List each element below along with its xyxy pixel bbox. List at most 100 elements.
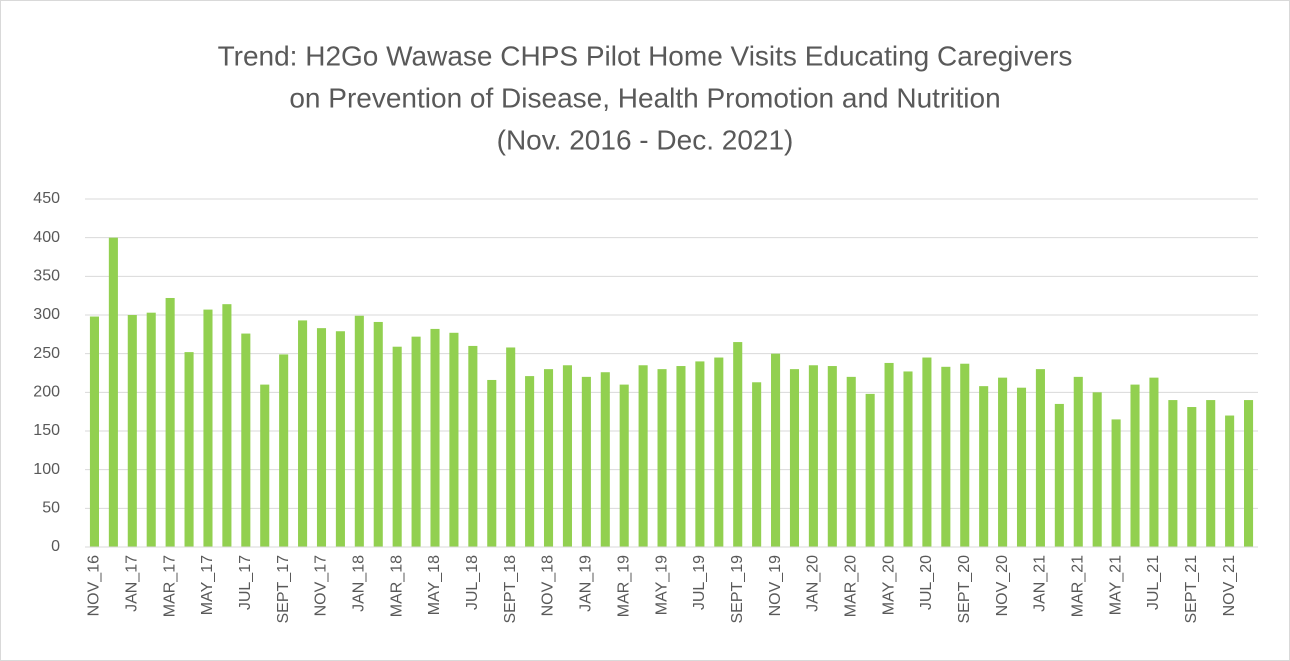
y-tick-label: 100 <box>33 461 60 478</box>
bar <box>771 353 781 547</box>
bar <box>865 393 875 547</box>
bar <box>733 342 743 547</box>
bar <box>1149 377 1159 547</box>
bar <box>430 328 440 547</box>
x-tick-label: MAY_17 <box>199 555 216 615</box>
bar <box>165 297 175 547</box>
bar <box>298 320 308 547</box>
y-tick-label: 50 <box>42 500 60 517</box>
x-tick-label: NOV_18 <box>540 555 557 616</box>
bar <box>354 315 364 547</box>
y-tick-label: 300 <box>33 306 60 323</box>
bar <box>449 332 459 547</box>
x-tick-label: MAY_18 <box>426 555 443 615</box>
bar <box>808 365 818 547</box>
bar <box>1168 400 1178 547</box>
bar <box>676 366 686 547</box>
x-tick-label: MAY_20 <box>880 555 897 615</box>
x-tick-label: MAR_18 <box>388 555 405 617</box>
bar <box>222 304 232 547</box>
x-tick-label: MAR_19 <box>615 555 632 617</box>
x-tick-label: SEPT_17 <box>275 555 292 624</box>
bar <box>89 316 100 547</box>
bar <box>335 331 345 547</box>
y-tick-label: 250 <box>33 345 60 362</box>
x-tick-label: NOV_19 <box>767 555 784 616</box>
y-tick-label: 200 <box>33 384 60 401</box>
bar <box>884 362 894 547</box>
x-tick-label: NOV_21 <box>1221 555 1238 616</box>
bar <box>279 354 289 547</box>
x-tick-label: JUL_19 <box>691 555 708 610</box>
bar <box>392 346 402 547</box>
x-tick-label: JUL_20 <box>918 555 935 610</box>
bar <box>203 309 213 547</box>
bar <box>506 347 516 547</box>
bar <box>184 352 194 547</box>
bar <box>714 357 724 547</box>
bar <box>373 321 383 547</box>
bar <box>1130 384 1140 547</box>
bar <box>1243 400 1254 547</box>
bar <box>108 237 118 547</box>
bar <box>789 369 800 547</box>
bar <box>600 372 610 547</box>
bar <box>1054 403 1064 547</box>
bar <box>1092 392 1102 547</box>
bar <box>619 384 629 547</box>
bar <box>695 361 705 547</box>
chart-title: on Prevention of Disease, Health Promoti… <box>289 82 1000 113</box>
y-tick-label: 150 <box>33 422 60 439</box>
x-tick-label: JUL_21 <box>1145 555 1162 610</box>
bar <box>1206 400 1216 547</box>
bar <box>979 386 989 547</box>
x-tick-label: JAN_19 <box>578 555 595 612</box>
x-tick-label: SEPT_21 <box>1183 555 1200 624</box>
y-tick-label: 450 <box>33 190 60 207</box>
x-tick-label: NOV_20 <box>994 555 1011 616</box>
bar <box>998 377 1008 547</box>
bar <box>562 365 572 547</box>
bar <box>260 384 270 547</box>
bar <box>827 366 837 547</box>
bar <box>638 365 648 547</box>
x-tick-label: MAR_17 <box>161 555 178 617</box>
x-tick-label: MAY_19 <box>653 555 670 615</box>
bar <box>846 376 856 547</box>
x-tick-label: MAR_20 <box>842 555 859 617</box>
chart-title: (Nov. 2016 - Dec. 2021) <box>497 124 794 155</box>
bar <box>411 336 421 547</box>
bar <box>903 371 913 547</box>
x-tick-label: NOV_17 <box>313 555 330 616</box>
y-tick-label: 350 <box>33 268 60 285</box>
x-tick-label: JAN_17 <box>124 555 141 612</box>
x-tick-label: NOV_16 <box>86 555 103 616</box>
chart-title: Trend: H2Go Wawase CHPS Pilot Home Visit… <box>218 40 1073 71</box>
bar <box>1016 387 1027 547</box>
bar <box>1225 415 1235 547</box>
bar <box>316 328 327 547</box>
bar <box>960 363 970 547</box>
bar <box>922 357 932 547</box>
y-tick-label: 0 <box>51 538 60 555</box>
bar <box>752 382 762 547</box>
x-tick-label: MAY_21 <box>1107 555 1124 615</box>
x-tick-label: SEPT_20 <box>956 555 973 624</box>
bar <box>581 376 591 547</box>
bar <box>146 312 156 547</box>
bar <box>657 369 667 547</box>
x-tick-label: JAN_18 <box>351 555 368 612</box>
y-tick-label: 400 <box>33 229 60 246</box>
x-tick-label: MAR_21 <box>1069 555 1086 617</box>
bar <box>1073 376 1083 547</box>
x-tick-label: SEPT_18 <box>502 555 519 624</box>
bar <box>1035 369 1045 547</box>
bar <box>1111 419 1121 547</box>
bar <box>127 315 137 547</box>
bar <box>525 376 535 547</box>
x-tick-label: SEPT_19 <box>729 555 746 624</box>
bar <box>1187 407 1197 547</box>
bar <box>241 333 251 547</box>
